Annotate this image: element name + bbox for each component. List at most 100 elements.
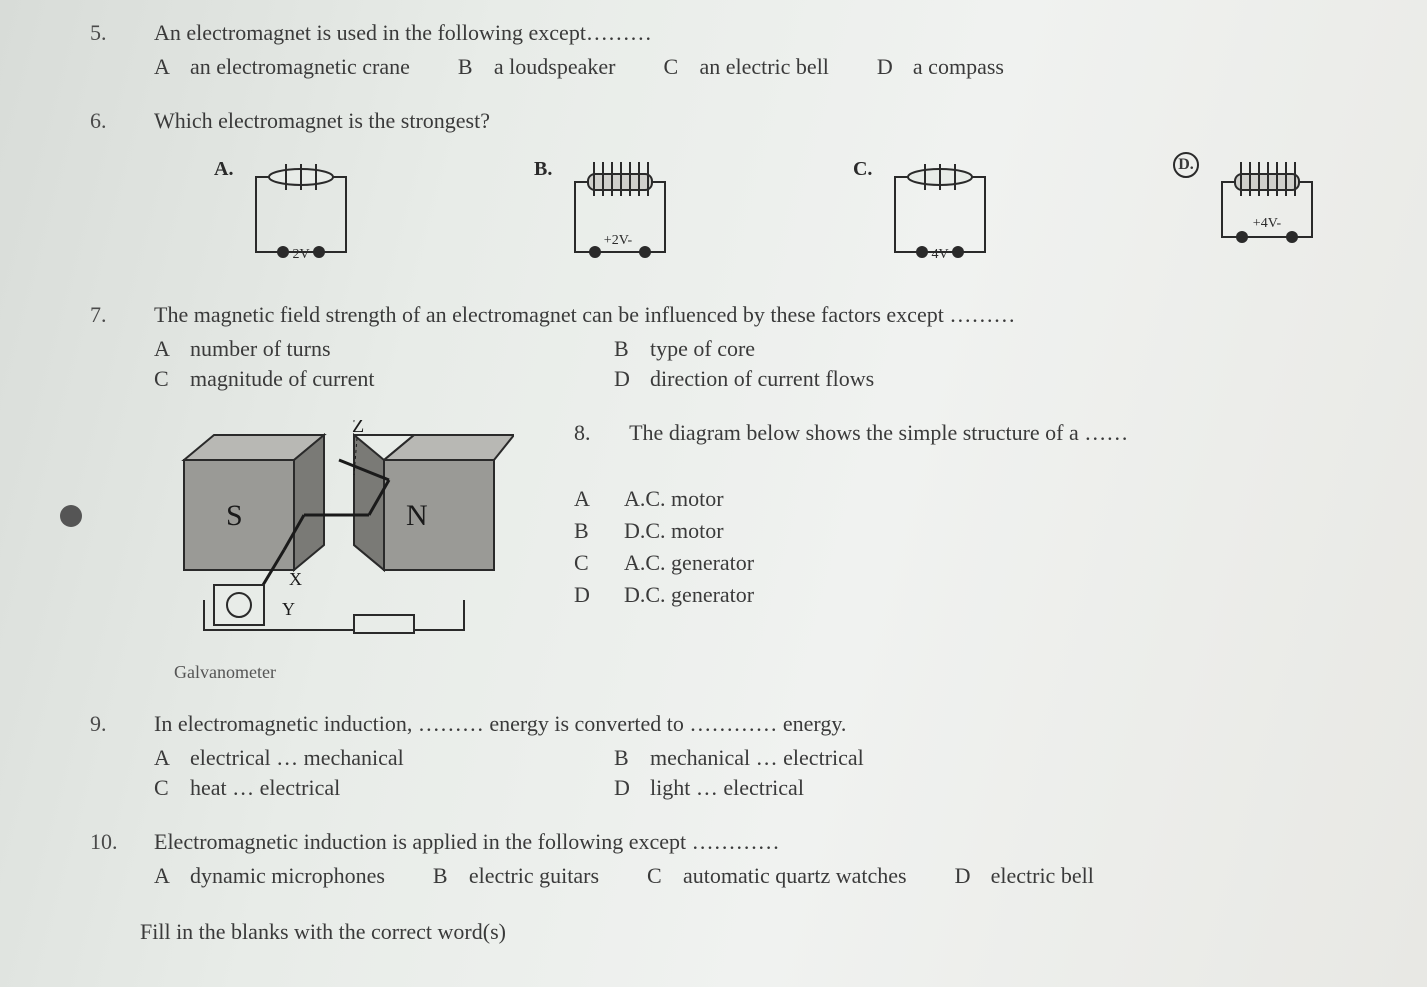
question-8: S N Z X Y Galvanometer 8. The diagram be… [90,420,1387,683]
option-text: light … electrical [650,775,804,801]
option-text: electric bell [991,863,1094,889]
question-body: Which electromagnet is the strongest? A.… [154,108,1387,272]
voltage-label: +2V- [604,233,633,248]
question-number: 5. [90,20,130,80]
option-letter: D [955,863,977,889]
question-body: S N Z X Y Galvanometer 8. The diagram be… [154,420,1387,683]
options-row: Adynamic microphones Belectric guitars C… [154,863,1387,889]
option-text: electrical … mechanical [190,745,404,771]
question-5: 5. An electromagnet is used in the follo… [90,20,1387,80]
option-C: Can electric bell [663,54,828,80]
option-text: a compass [913,54,1004,80]
option-A: Aelectrical … mechanical [154,745,574,771]
generator-diagram: S N Z X Y Galvanometer [154,420,514,683]
option-D: Dlight … electrical [614,775,1387,801]
question-number-inline: 8. [574,420,624,446]
option-letter: D [877,54,899,80]
option-D: Delectric bell [955,863,1094,889]
question-stem-text: The diagram below shows the simple struc… [629,420,1128,445]
question-6: 6. Which electromagnet is the strongest?… [90,108,1387,272]
question-stem: The magnetic field strength of an electr… [154,302,1387,328]
voltage-label: 4V [932,247,949,262]
circuit-D: D. +4V- [1173,152,1327,272]
option-text: direction of current flows [650,366,874,392]
option-letter: A [574,486,624,512]
magnet-S-label: S [226,499,243,532]
voltage-label: +4V- [1253,216,1282,231]
generator-svg: S N Z X Y [154,420,514,650]
question-9: 9. In electromagnetic induction, ……… ene… [90,711,1387,801]
question-number: 7. [90,302,130,392]
option-C: Cmagnitude of current [154,366,574,392]
option-letter: D [574,582,624,608]
option-A: Adynamic microphones [154,863,385,889]
question-body: Electromagnetic induction is applied in … [154,829,1387,889]
option-C: Cheat … electrical [154,775,574,801]
punch-hole-icon [60,505,82,527]
question-number: 9. [90,711,130,801]
option-text: A.C. motor [624,486,1387,512]
option-text: electric guitars [469,863,599,889]
option-text: an electric bell [699,54,828,80]
circuit-A: A. 2V [214,152,361,272]
option-B: Btype of core [614,336,1387,362]
question-body: The magnetic field strength of an electr… [154,302,1387,392]
circuit-letter: A. [214,152,233,181]
option-text: number of turns [190,336,331,362]
option-B: Ba loudspeaker [458,54,616,80]
option-letter: C [154,366,176,392]
option-D: Da compass [877,54,1004,80]
circuit-letter-circled: D. [1173,152,1199,178]
q8-text: 8. The diagram below shows the simple st… [574,420,1387,608]
footer-cutoff-text: Fill in the blanks with the correct word… [140,919,1387,945]
circuit-letter: B. [534,152,552,181]
option-text: D.C. motor [624,518,1387,544]
option-C: Cautomatic quartz watches [647,863,907,889]
options-row: Aan electromagnetic crane Ba loudspeaker… [154,54,1387,80]
question-stem: An electromagnet is used in the followin… [154,20,1387,46]
circuit-B-svg: +2V- [560,152,680,272]
option-text: type of core [650,336,755,362]
option-letter: A [154,863,176,889]
option-A: Aan electromagnetic crane [154,54,410,80]
question-body: An electromagnet is used in the followin… [154,20,1387,80]
magnet-N-label: N [406,499,428,532]
option-text: heat … electrical [190,775,340,801]
option-letter: B [614,336,636,362]
option-letter: D [614,775,636,801]
option-text: A.C. generator [624,550,1387,576]
question-stem: 8. The diagram below shows the simple st… [574,420,1387,446]
X-label: X [289,569,302,589]
circuit-A-svg: 2V [241,152,361,272]
options-list: AA.C. motor BD.C. motor CA.C. generator … [574,486,1387,608]
question-number: 6. [90,108,130,272]
question-10: 10. Electromagnetic induction is applied… [90,829,1387,889]
option-letter: B [458,54,480,80]
options-2col: Anumber of turns Btype of core Cmagnitud… [154,336,1387,392]
option-B: Belectric guitars [433,863,599,889]
question-number: 10. [90,829,130,889]
question-body: In electromagnetic induction, ……… energy… [154,711,1387,801]
option-text: automatic quartz watches [683,863,907,889]
option-letter: C [663,54,685,80]
option-text: D.C. generator [624,582,1387,608]
option-letter: C [154,775,176,801]
option-letter: B [614,745,636,771]
voltage-label: 2V [293,247,310,262]
option-text: dynamic microphones [190,863,385,889]
option-B: Bmechanical … electrical [614,745,1387,771]
circuit-diagrams-row: A. 2V B. [154,152,1387,272]
option-letter: D [614,366,636,392]
circuit-letter: C. [853,152,872,181]
question-stem: Which electromagnet is the strongest? [154,108,1387,134]
circuit-C-svg: 4V [880,152,1000,272]
option-letter: B [433,863,455,889]
question-stem: In electromagnetic induction, ……… energy… [154,711,1387,737]
option-A: Anumber of turns [154,336,574,362]
option-letter: C [574,550,624,576]
Z-label: Z [352,420,364,437]
galvanometer-label: Galvanometer [174,662,514,683]
options-2col: Aelectrical … mechanical Bmechanical … e… [154,745,1387,801]
option-text: magnitude of current [190,366,375,392]
option-letter: A [154,745,176,771]
